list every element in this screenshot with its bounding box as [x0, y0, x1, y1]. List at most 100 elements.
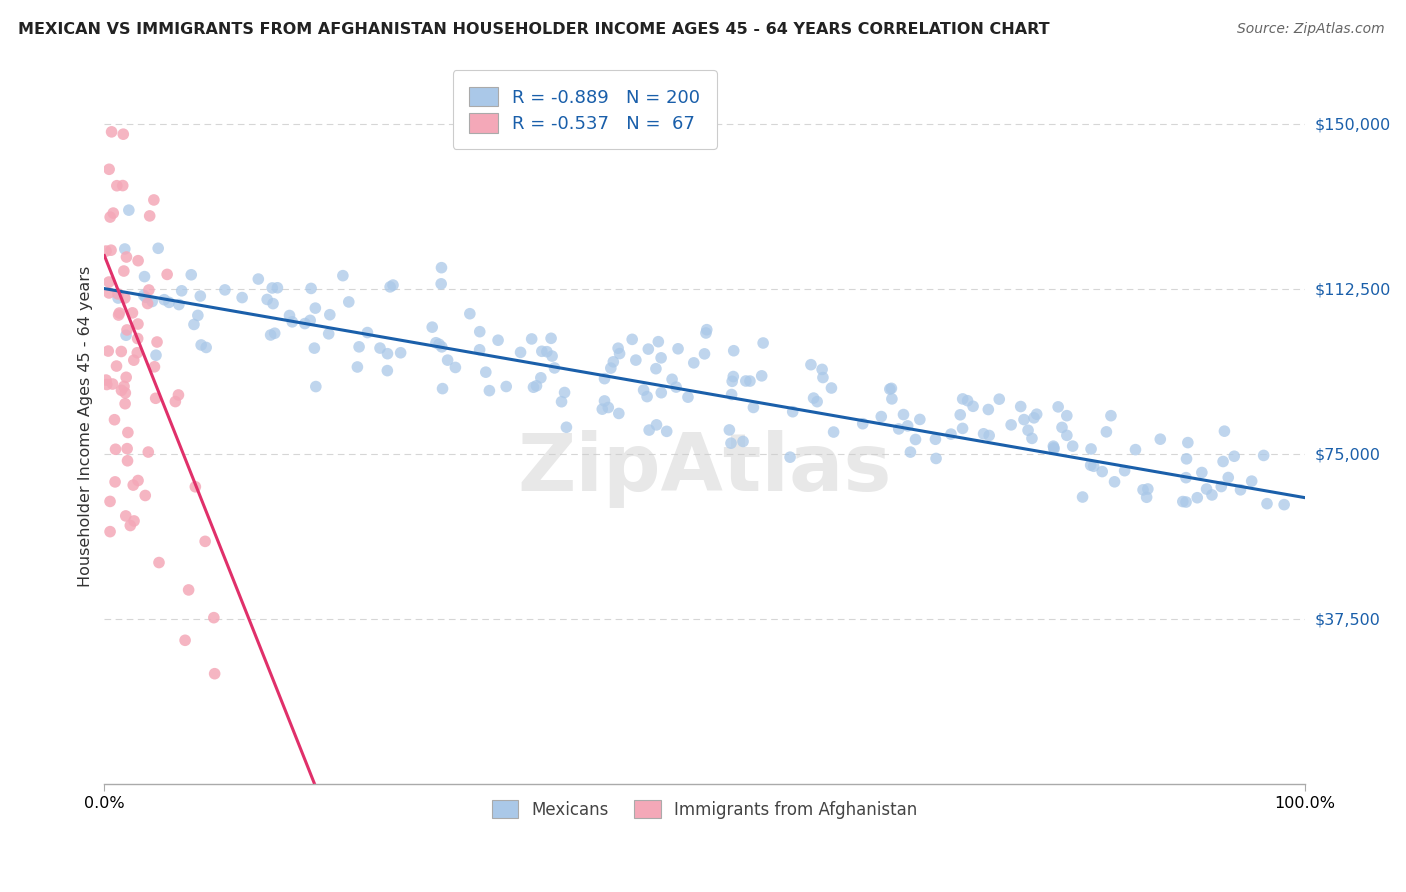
- Point: [541, 349, 564, 363]
- Point: [1080, 458, 1102, 473]
- Point: [138, 283, 160, 297]
- Point: [146, 334, 169, 349]
- Point: [1218, 470, 1240, 484]
- Point: [645, 361, 668, 376]
- Point: [939, 427, 962, 442]
- Point: [1175, 451, 1198, 466]
- Point: [696, 323, 718, 337]
- Point: [117, 454, 139, 468]
- Point: [134, 269, 156, 284]
- Point: [682, 356, 704, 370]
- Point: [1000, 417, 1022, 432]
- Point: [988, 392, 1011, 406]
- Point: [114, 242, 136, 256]
- Point: [555, 420, 578, 434]
- Point: [1191, 466, 1213, 480]
- Point: [167, 388, 190, 402]
- Point: [134, 488, 156, 502]
- Point: [1047, 400, 1070, 414]
- Point: [110, 384, 132, 398]
- Point: [108, 306, 131, 320]
- Point: [304, 301, 326, 315]
- Point: [1091, 465, 1114, 479]
- Point: [1104, 475, 1126, 489]
- Point: [870, 409, 893, 424]
- Point: [100, 243, 122, 257]
- Point: [782, 405, 804, 419]
- Point: [432, 382, 454, 396]
- Point: [127, 317, 149, 331]
- Legend: Mexicans, Immigrants from Afghanistan: Mexicans, Immigrants from Afghanistan: [485, 794, 924, 825]
- Point: [98, 494, 121, 508]
- Point: [247, 272, 270, 286]
- Point: [378, 280, 401, 294]
- Point: [1253, 449, 1275, 463]
- Point: [382, 278, 405, 293]
- Point: [262, 281, 284, 295]
- Point: [1022, 410, 1045, 425]
- Point: [115, 328, 138, 343]
- Point: [375, 363, 398, 377]
- Point: [114, 291, 136, 305]
- Point: [800, 358, 823, 372]
- Point: [143, 359, 166, 374]
- Point: [259, 328, 281, 343]
- Point: [475, 365, 498, 379]
- Point: [806, 394, 828, 409]
- Point: [187, 309, 209, 323]
- Point: [104, 442, 127, 457]
- Point: [1211, 479, 1233, 493]
- Point: [607, 341, 630, 355]
- Point: [262, 296, 284, 310]
- Point: [723, 343, 745, 358]
- Point: [880, 381, 903, 395]
- Point: [332, 268, 354, 283]
- Point: [1042, 441, 1064, 455]
- Point: [495, 379, 517, 393]
- Point: [1240, 474, 1263, 488]
- Point: [105, 178, 128, 193]
- Point: [887, 422, 910, 436]
- Point: [183, 318, 205, 332]
- Point: [1256, 497, 1278, 511]
- Point: [811, 370, 834, 384]
- Point: [904, 433, 927, 447]
- Point: [637, 342, 659, 356]
- Point: [1136, 482, 1159, 496]
- Point: [337, 294, 360, 309]
- Point: [105, 359, 128, 373]
- Point: [520, 332, 543, 346]
- Point: [107, 308, 129, 322]
- Point: [593, 393, 616, 408]
- Point: [720, 387, 742, 401]
- Point: [184, 480, 207, 494]
- Point: [115, 442, 138, 456]
- Point: [127, 253, 149, 268]
- Point: [621, 332, 644, 346]
- Point: [607, 407, 630, 421]
- Point: [98, 285, 121, 300]
- Point: [319, 308, 342, 322]
- Point: [115, 250, 138, 264]
- Point: [177, 582, 200, 597]
- Point: [427, 337, 450, 351]
- Point: [803, 391, 825, 405]
- Point: [107, 291, 129, 305]
- Point: [486, 333, 509, 347]
- Point: [97, 344, 120, 359]
- Point: [693, 347, 716, 361]
- Point: [530, 371, 553, 385]
- Point: [721, 374, 744, 388]
- Point: [665, 380, 688, 394]
- Point: [1136, 490, 1159, 504]
- Point: [148, 556, 170, 570]
- Point: [136, 296, 159, 310]
- Point: [609, 346, 631, 360]
- Point: [430, 277, 453, 291]
- Point: [1272, 498, 1295, 512]
- Y-axis label: Householder Income Ages 45 - 64 years: Householder Income Ages 45 - 64 years: [79, 266, 93, 587]
- Point: [731, 434, 754, 449]
- Point: [118, 203, 141, 218]
- Point: [278, 309, 301, 323]
- Point: [599, 361, 621, 376]
